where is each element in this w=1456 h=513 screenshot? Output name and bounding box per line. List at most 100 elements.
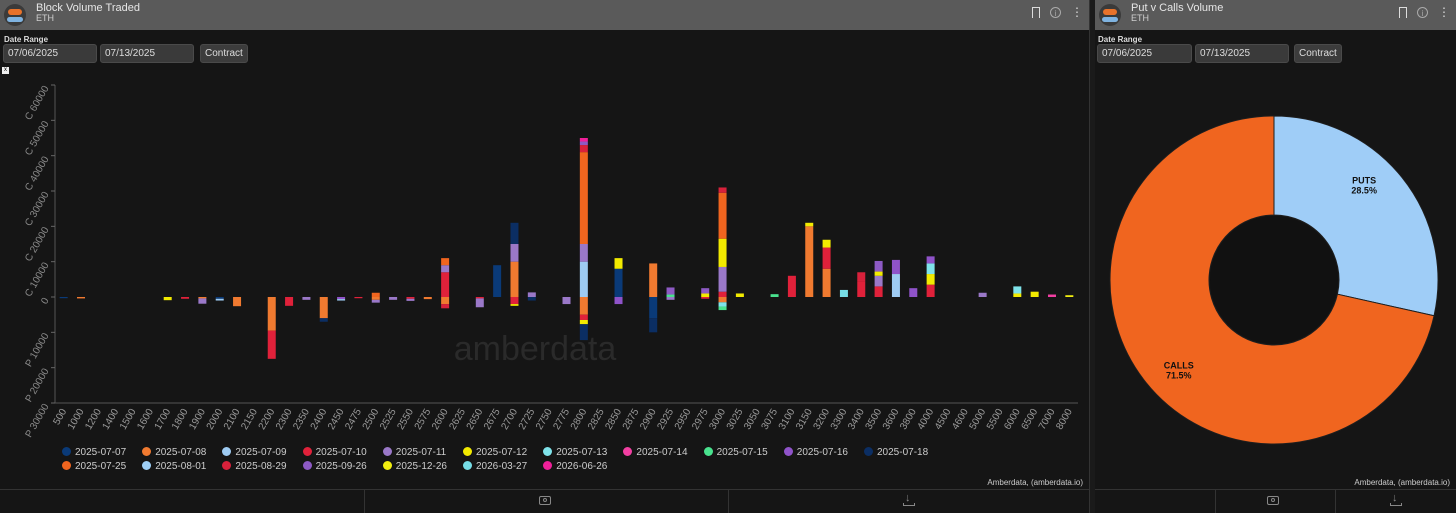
bar-segment[interactable] bbox=[579, 314, 588, 320]
legend-item[interactable]: 2025-07-10 bbox=[302, 447, 367, 458]
bar-segment[interactable] bbox=[579, 138, 588, 142]
info-icon[interactable]: i bbox=[1050, 7, 1061, 18]
bar-segment[interactable] bbox=[406, 298, 415, 301]
bar-segment[interactable] bbox=[267, 297, 276, 331]
legend-item[interactable]: 2025-09-26 bbox=[302, 461, 367, 472]
bar-segment[interactable] bbox=[735, 293, 744, 297]
bar-segment[interactable] bbox=[1047, 294, 1056, 297]
bar-segment[interactable] bbox=[718, 302, 727, 307]
legend-item[interactable]: 2026-03-27 bbox=[463, 461, 527, 472]
download-icon[interactable] bbox=[903, 492, 915, 507]
bar-segment[interactable] bbox=[475, 297, 484, 299]
bar-segment[interactable] bbox=[215, 297, 224, 299]
bar-segment[interactable] bbox=[614, 297, 623, 305]
bar-segment[interactable] bbox=[718, 291, 727, 297]
bar-segment[interactable] bbox=[319, 318, 328, 322]
bar-segment[interactable] bbox=[701, 297, 710, 299]
bar-segment[interactable] bbox=[527, 297, 536, 301]
bar-segment[interactable] bbox=[337, 297, 346, 300]
bar-segment[interactable] bbox=[718, 297, 727, 303]
bar-segment[interactable] bbox=[527, 292, 536, 297]
pie-slice-calls[interactable] bbox=[1109, 115, 1435, 445]
bar-segment[interactable] bbox=[198, 298, 207, 304]
legend-item[interactable]: 2025-07-12 bbox=[463, 447, 527, 458]
download-icon[interactable] bbox=[1390, 492, 1402, 507]
bar-segment[interactable] bbox=[666, 294, 675, 297]
bar-segment[interactable] bbox=[978, 292, 987, 297]
bar-segment[interactable] bbox=[510, 244, 519, 262]
bar-segment[interactable] bbox=[163, 297, 172, 301]
legend-item[interactable]: 2025-07-08 bbox=[142, 447, 206, 458]
bar-segment[interactable] bbox=[718, 238, 727, 267]
bar-segment[interactable] bbox=[666, 297, 675, 300]
bar-segment[interactable] bbox=[718, 192, 727, 239]
bar-segment[interactable] bbox=[493, 265, 502, 297]
more-options-icon[interactable]: ⋮ bbox=[1071, 5, 1083, 19]
bar-segment[interactable] bbox=[649, 297, 658, 319]
bar-segment[interactable] bbox=[354, 297, 363, 299]
camera-icon[interactable] bbox=[1267, 496, 1279, 505]
bar-segment[interactable] bbox=[579, 244, 588, 262]
legend-item[interactable]: 2025-07-09 bbox=[222, 447, 287, 458]
legend-item[interactable]: 2025-07-16 bbox=[783, 447, 848, 458]
bar-segment[interactable] bbox=[701, 288, 710, 294]
bar-segment[interactable] bbox=[475, 298, 484, 308]
bar-segment[interactable] bbox=[718, 306, 727, 311]
bar-segment[interactable] bbox=[666, 287, 675, 295]
bar-segment[interactable] bbox=[1030, 291, 1039, 297]
bar-segment[interactable] bbox=[770, 294, 779, 297]
bar-segment[interactable] bbox=[822, 239, 831, 248]
start-date-input[interactable]: 07/06/2025 bbox=[1097, 44, 1192, 63]
bar-segment[interactable] bbox=[891, 259, 900, 275]
bar-segment[interactable] bbox=[787, 275, 796, 297]
contract-button[interactable]: Contract bbox=[1294, 44, 1342, 63]
legend-item[interactable]: 2025-07-07 bbox=[62, 447, 126, 458]
bar-segment[interactable] bbox=[926, 274, 935, 285]
bar-segment[interactable] bbox=[874, 271, 883, 276]
bar-segment[interactable] bbox=[839, 289, 848, 297]
bar-segment[interactable] bbox=[718, 187, 727, 193]
bar-segment[interactable] bbox=[233, 297, 242, 307]
bar-segment[interactable] bbox=[874, 260, 883, 272]
bar-segment[interactable] bbox=[285, 297, 294, 306]
contract-button[interactable]: Contract bbox=[200, 44, 248, 63]
info-icon[interactable]: i bbox=[1417, 7, 1428, 18]
bar-segment[interactable] bbox=[649, 263, 658, 297]
bar-segment[interactable] bbox=[579, 145, 588, 153]
legend-item[interactable]: 2025-07-15 bbox=[703, 447, 768, 458]
bar-segment[interactable] bbox=[371, 299, 380, 303]
bar-segment[interactable] bbox=[319, 297, 328, 319]
bar-segment[interactable] bbox=[215, 298, 224, 301]
bar-segment[interactable] bbox=[389, 297, 398, 300]
bar-segment[interactable] bbox=[579, 324, 588, 341]
bar-segment[interactable] bbox=[441, 258, 450, 266]
legend-item[interactable]: 2026-06-26 bbox=[543, 461, 607, 472]
bar-segment[interactable] bbox=[909, 288, 918, 297]
bar-segment[interactable] bbox=[805, 226, 814, 297]
bar-segment[interactable] bbox=[649, 318, 658, 333]
pie-slice-puts[interactable] bbox=[1273, 115, 1439, 317]
bar-segment[interactable] bbox=[371, 292, 380, 297]
bar-segment[interactable] bbox=[874, 286, 883, 297]
bar-segment[interactable] bbox=[406, 297, 415, 299]
bookmark-icon[interactable] bbox=[1399, 7, 1407, 22]
reset-zoom-button[interactable]: x bbox=[2, 67, 9, 74]
bar-segment[interactable] bbox=[510, 304, 519, 306]
bookmark-icon[interactable] bbox=[1032, 7, 1040, 22]
bar-segment[interactable] bbox=[371, 297, 380, 300]
legend-item[interactable]: 2025-07-13 bbox=[543, 447, 607, 458]
bar-segment[interactable] bbox=[822, 268, 831, 297]
bar-segment[interactable] bbox=[510, 297, 519, 305]
bar-segment[interactable] bbox=[874, 275, 883, 287]
bar-segment[interactable] bbox=[822, 247, 831, 269]
legend-item[interactable]: 2025-08-29 bbox=[222, 461, 287, 472]
bar-segment[interactable] bbox=[718, 266, 727, 292]
bar-segment[interactable] bbox=[926, 256, 935, 264]
bar-segment[interactable] bbox=[579, 297, 588, 315]
bar-segment[interactable] bbox=[510, 261, 519, 297]
bar-segment[interactable] bbox=[423, 297, 432, 300]
bar-segment[interactable] bbox=[77, 297, 86, 299]
end-date-input[interactable]: 07/13/2025 bbox=[100, 44, 194, 63]
bar-segment[interactable] bbox=[441, 272, 450, 297]
legend-item[interactable]: 2025-07-14 bbox=[623, 447, 688, 458]
